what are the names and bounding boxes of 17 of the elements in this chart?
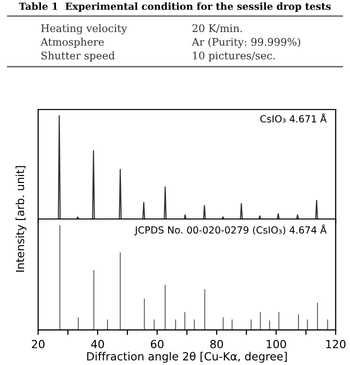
text: Table 1 Experimental condition for the sessile drop tests bbox=[18, 2, 331, 12]
x-tick-label: 120 bbox=[326, 340, 346, 348]
text: Atmosphere bbox=[40, 38, 104, 48]
y-axis-title: Intensity [arb. unit] bbox=[16, 166, 26, 272]
x-tick-label: 20 bbox=[32, 340, 44, 348]
annotation: CsIO₃ 4.671 Å bbox=[260, 113, 327, 122]
text: Heating velocity bbox=[41, 24, 128, 34]
x-tick-label: 40 bbox=[91, 340, 104, 348]
text: Shutter speed bbox=[41, 51, 115, 62]
x-axis-title: Diffraction angle 2θ [Cu-Kα, degree] bbox=[87, 352, 287, 363]
text: Ar (Purity: 99.999%) bbox=[192, 38, 300, 48]
text: 10 pictures/sec. bbox=[193, 52, 275, 62]
x-tick-label: 60 bbox=[150, 340, 164, 348]
x-tick-label: 80 bbox=[210, 340, 223, 348]
x-tick-label: 100 bbox=[266, 340, 286, 348]
text: 20 K/min. bbox=[192, 24, 242, 33]
annotation: JCPDS No. 00-020-0279 (CsIO₃) 4.674 Å bbox=[134, 224, 327, 236]
